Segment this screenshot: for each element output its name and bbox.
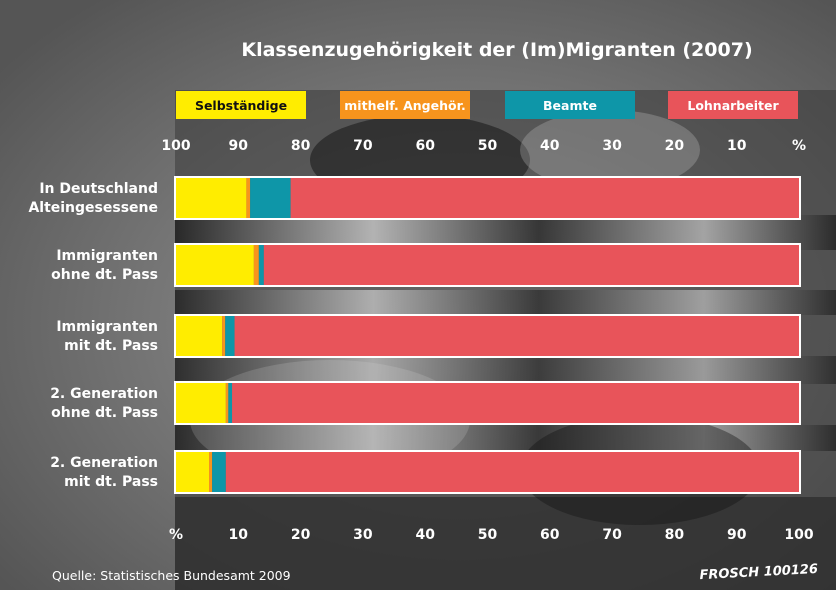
bottom-tick-label: 40 [415, 527, 435, 543]
bar-segment [176, 178, 247, 218]
category-label: Immigranten [56, 248, 158, 264]
legend-label: Selbständige [195, 98, 287, 113]
bar-row [174, 176, 801, 220]
bar-segment [212, 452, 226, 492]
bar-segment [225, 316, 235, 356]
legend: Selbständige mithelf. Angehör. Beamte Lohna… [176, 91, 798, 119]
bottom-tick-label: 30 [353, 527, 373, 543]
bar-outline [174, 176, 801, 220]
legend-label: Beamte [543, 98, 597, 113]
bottom-tick-label: 60 [540, 527, 560, 543]
chart-title: Klassenzugehörigkeit der (Im)Migranten (… [241, 39, 752, 61]
bar-row [174, 450, 801, 494]
bar-outline [174, 243, 801, 287]
top-tick-label: 100 [161, 138, 190, 154]
legend-label: Lohnarbeiter [687, 98, 779, 113]
legend-item: Lohnarbeiter [668, 91, 798, 119]
top-tick-label: 50 [478, 138, 498, 154]
bottom-tick-label: 20 [291, 527, 311, 543]
bar-row [174, 314, 801, 358]
bottom-tick-label: 50 [478, 527, 498, 543]
category-label: In Deutschland [39, 181, 158, 197]
top-axis: 100 90 80 70 60 50 40 30 20 10% [161, 138, 806, 154]
source-note: Quelle: Statistisches Bundesamt 2009 [52, 568, 291, 583]
bar-segment [176, 452, 210, 492]
top-tick-label: 90 [229, 138, 249, 154]
bar-segment [234, 316, 799, 356]
top-tick-label: 30 [602, 138, 622, 154]
category-label: mit dt. Pass [64, 338, 158, 354]
legend-item: Selbständige [176, 91, 306, 119]
legend-item: mithelf. Angehör. [340, 91, 470, 119]
top-tick-label: % [792, 138, 806, 154]
bar-segment [176, 383, 226, 423]
bar-row [174, 243, 801, 287]
category-label: Immigranten [56, 319, 158, 335]
legend-swatch [668, 91, 798, 119]
row-labels: In Deutschland Alteingesessene Immigranten… [28, 181, 158, 490]
top-tick-label: 10 [727, 138, 747, 154]
bar-segment [246, 178, 251, 218]
category-label: 2. Generation [50, 455, 158, 471]
bar-segment [232, 383, 799, 423]
legend-swatch [505, 91, 635, 119]
bar-segment [253, 245, 259, 285]
category-label: Alteingesessene [28, 200, 158, 216]
bottom-tick-label: 10 [229, 527, 249, 543]
bar-segment [222, 316, 226, 356]
category-label: ohne dt. Pass [51, 405, 158, 421]
top-tick-label: 80 [291, 138, 311, 154]
bar-segment [176, 245, 254, 285]
bar-row [174, 381, 801, 425]
bar-segment [228, 383, 233, 423]
legend-swatch [340, 91, 470, 119]
legend-swatch [176, 91, 306, 119]
bar-segment [225, 383, 229, 423]
bottom-tick-label: 80 [665, 527, 685, 543]
bar-segment [209, 452, 213, 492]
bar-segment [263, 245, 799, 285]
bottom-tick-label: 90 [727, 527, 747, 543]
bottom-tick-label: 100 [784, 527, 813, 543]
bottom-tick-label: 70 [602, 527, 622, 543]
bar-outline [174, 450, 801, 494]
top-tick-label: 70 [353, 138, 373, 154]
legend-label: mithelf. Angehör. [344, 98, 465, 113]
category-label: ohne dt. Pass [51, 267, 158, 283]
bottom-tick-label: % [169, 527, 183, 543]
bar-segment [250, 178, 291, 218]
legend-item: Beamte [505, 91, 635, 119]
bars [174, 176, 801, 494]
bar-segment [290, 178, 799, 218]
top-tick-label: 60 [415, 138, 435, 154]
top-tick-label: 40 [540, 138, 560, 154]
bar-segment [258, 245, 264, 285]
bar-segment [176, 316, 223, 356]
top-tick-label: 20 [665, 138, 685, 154]
bar-outline [174, 381, 801, 425]
bar-segment [225, 452, 800, 492]
bottom-axis: % 10 20 30 40 50 60 70 80 90 100 [169, 527, 814, 543]
bar-outline [174, 314, 801, 358]
category-label: mit dt. Pass [64, 474, 158, 490]
category-label: 2. Generation [50, 386, 158, 402]
signature: FROSCH 100126 [699, 562, 818, 583]
